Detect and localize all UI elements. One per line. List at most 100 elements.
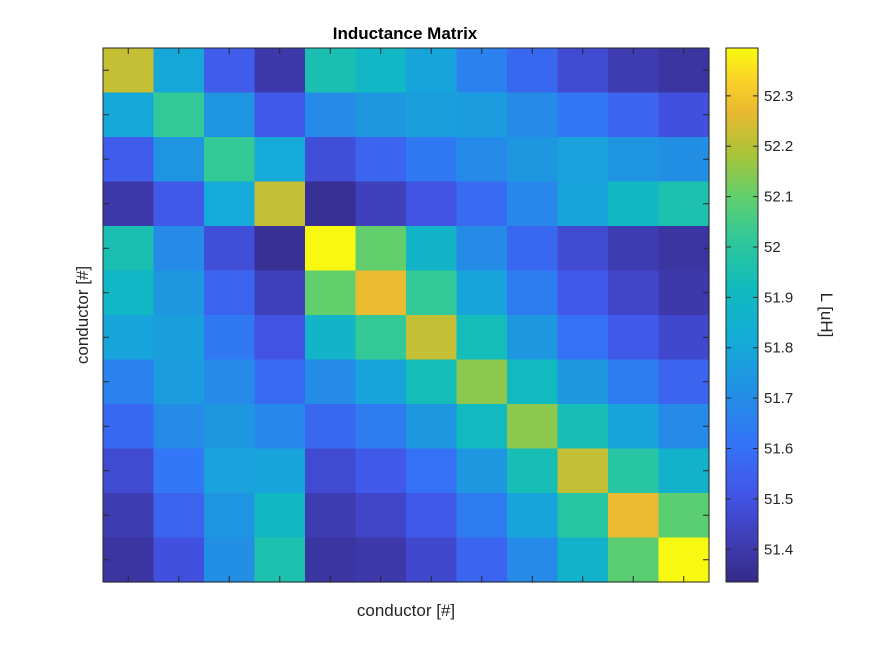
heatmap-cell [557, 315, 609, 361]
heatmap-cell [305, 537, 357, 583]
heatmap-cell [204, 315, 256, 361]
heatmap-cell [406, 315, 458, 361]
colorbar-tick-label: 51.9 [764, 289, 793, 306]
heatmap-cell [456, 92, 508, 138]
heatmap-cell [254, 270, 306, 316]
heatmap-cell [658, 359, 710, 405]
heatmap-cell [507, 181, 559, 227]
axis-ticks [103, 48, 709, 582]
heatmap-cell [254, 493, 306, 539]
heatmap-cell [103, 48, 155, 94]
heatmap-cell [557, 92, 609, 138]
heatmap-cell [658, 181, 710, 227]
heatmap-cell [456, 359, 508, 405]
heatmap-cell [456, 226, 508, 272]
heatmap-cell [204, 537, 256, 583]
heatmap-cell [608, 270, 660, 316]
heatmap-cell [153, 137, 205, 183]
heatmap-cell [305, 493, 357, 539]
heatmap-cell [557, 270, 609, 316]
heatmap-cell [305, 448, 357, 494]
heatmap-cell [557, 537, 609, 583]
colorbar-label: L [uH] [817, 293, 836, 338]
heatmap-cell [658, 537, 710, 583]
heatmap-cell [204, 226, 256, 272]
heatmap-cell [658, 404, 710, 450]
heatmap-cell [658, 270, 710, 316]
colorbar-tick-label: 51.8 [764, 340, 793, 357]
heatmap-cell [153, 537, 205, 583]
heatmap-cell [557, 137, 609, 183]
heatmap-cell [204, 181, 256, 227]
heatmap-cell [153, 181, 205, 227]
heatmap-cell [507, 448, 559, 494]
heatmap-cell [507, 537, 559, 583]
heatmap-cell [355, 92, 407, 138]
heatmap-cell [456, 181, 508, 227]
heatmap-cell [355, 137, 407, 183]
heatmap-cell [305, 315, 357, 361]
heatmap-cell [204, 92, 256, 138]
heatmap-cell [557, 181, 609, 227]
heatmap-cell [103, 92, 155, 138]
heatmap-cell [406, 48, 458, 94]
heatmap-cell [507, 404, 559, 450]
heatmap-cell [355, 359, 407, 405]
heatmap-cell [507, 92, 559, 138]
heatmap-cell [507, 226, 559, 272]
heatmap-cell [608, 359, 660, 405]
heatmap-cell [557, 493, 609, 539]
heatmap-cell [153, 493, 205, 539]
heatmap-cell [103, 359, 155, 405]
heatmap-cell [608, 537, 660, 583]
heatmap-cell [103, 315, 155, 361]
heatmap-cell [103, 493, 155, 539]
heatmap-cell [355, 537, 407, 583]
heatmap-cell [254, 359, 306, 405]
heatmap-cell [254, 537, 306, 583]
heatmap-cell [406, 181, 458, 227]
heatmap-cell [658, 448, 710, 494]
heatmap-cell [658, 226, 710, 272]
heatmap-cell [658, 48, 710, 94]
heatmap-cell [103, 226, 155, 272]
x-axis-label: conductor [#] [357, 601, 455, 620]
heatmap-cell [658, 315, 710, 361]
heatmap-cell [406, 92, 458, 138]
heatmap-cell [153, 448, 205, 494]
heatmap-cell [254, 315, 306, 361]
heatmap-cell [507, 493, 559, 539]
heatmap-cell [355, 493, 407, 539]
colorbar-tick-label: 52.3 [764, 88, 793, 105]
heatmap-cell [557, 404, 609, 450]
heatmap-cell [406, 137, 458, 183]
heatmap-cell [355, 226, 407, 272]
heatmap-cell [305, 181, 357, 227]
heatmap-cell [103, 537, 155, 583]
heatmap-cell [305, 404, 357, 450]
heatmap-cell [456, 270, 508, 316]
heatmap-cell [608, 315, 660, 361]
colorbar-tick-label: 52 [764, 239, 781, 256]
heatmap-cell [507, 315, 559, 361]
heatmap-cell [305, 137, 357, 183]
heatmap-cell [406, 448, 458, 494]
heatmap-cell [406, 493, 458, 539]
heatmap-cell [355, 48, 407, 94]
heatmap-cell [153, 404, 205, 450]
heatmap-cell [456, 537, 508, 583]
heatmap-cell [355, 315, 407, 361]
heatmap-cell [254, 448, 306, 494]
heatmap-cell [103, 270, 155, 316]
heatmap-cell [456, 493, 508, 539]
heatmap-cell [254, 137, 306, 183]
heatmap-cell [153, 359, 205, 405]
heatmap-cell [557, 448, 609, 494]
heatmap-cell [507, 359, 559, 405]
heatmap-cell [406, 226, 458, 272]
heatmap-cell [406, 270, 458, 316]
heatmap-cell [608, 226, 660, 272]
heatmap-cell [204, 404, 256, 450]
heatmap-cell [456, 448, 508, 494]
